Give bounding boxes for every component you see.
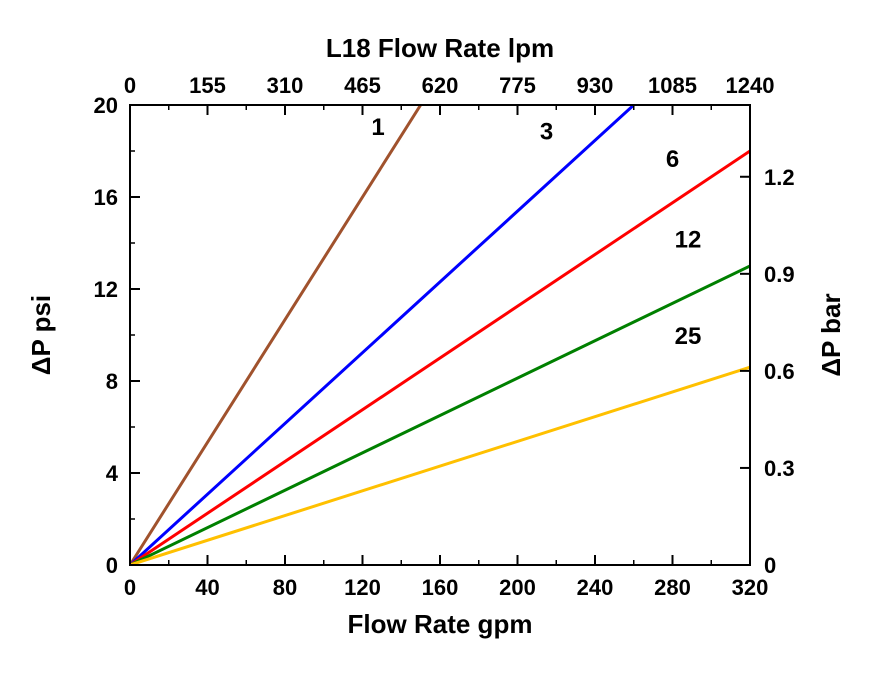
x-top-tick-label: 465 [344,73,381,98]
x-bottom-tick-label: 240 [577,575,614,600]
x-top-tick-label: 1240 [726,73,775,98]
x-top-tick-label: 775 [499,73,536,98]
series-label-1: 1 [371,114,384,141]
x-top-tick-label: 930 [577,73,614,98]
y-left-axis-title: ΔP psi [26,295,56,375]
series-label-12: 12 [675,227,702,254]
y-left-tick-label: 0 [106,553,118,578]
x-bottom-axis-title: Flow Rate gpm [348,609,533,639]
y-right-tick-label: 1.2 [764,165,795,190]
y-left-tick-label: 4 [106,461,119,486]
x-bottom-tick-label: 160 [422,575,459,600]
top-axis-title: L18 Flow Rate lpm [326,33,554,63]
y-left-tick-label: 16 [94,185,118,210]
series-label-3: 3 [540,119,553,146]
x-bottom-tick-label: 120 [344,575,381,600]
y-right-tick-label: 0 [764,553,776,578]
x-top-tick-label: 0 [124,73,136,98]
x-top-tick-label: 1085 [648,73,697,98]
y-right-tick-label: 0.6 [764,359,795,384]
series-label-25: 25 [675,323,702,350]
x-bottom-tick-label: 200 [499,575,536,600]
x-top-tick-label: 155 [189,73,226,98]
y-left-tick-label: 8 [106,369,118,394]
x-bottom-tick-label: 80 [273,575,297,600]
chart-container: 0408012016020024028032001553104656207759… [0,0,884,684]
line-chart: 0408012016020024028032001553104656207759… [0,0,884,684]
series-label-6: 6 [666,146,679,173]
y-right-axis-title: ΔP bar [816,293,846,376]
y-right-tick-label: 0.3 [764,456,795,481]
y-right-tick-label: 0.9 [764,262,795,287]
x-bottom-tick-label: 40 [195,575,219,600]
x-bottom-tick-label: 0 [124,575,136,600]
x-top-tick-label: 310 [267,73,304,98]
y-left-tick-label: 12 [94,277,118,302]
x-top-tick-label: 620 [422,73,459,98]
x-bottom-tick-label: 320 [732,575,769,600]
x-bottom-tick-label: 280 [654,575,691,600]
y-left-tick-label: 20 [94,93,118,118]
